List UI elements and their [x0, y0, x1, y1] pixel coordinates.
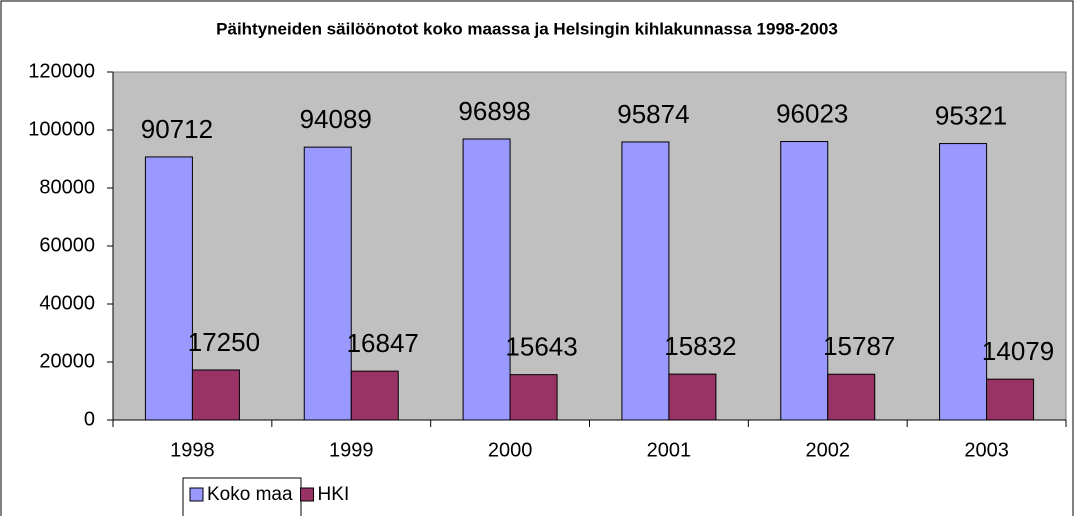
x-tick-label: 2002 [806, 439, 851, 461]
data-label: 14079 [982, 336, 1054, 366]
y-tick-label: 80000 [39, 176, 95, 198]
bar [350, 370, 399, 421]
data-label: 96898 [458, 96, 530, 126]
bar [621, 141, 670, 421]
chart-title: Päihtyneiden säilöönotot koko maassa ja … [216, 19, 838, 38]
y-tick-label: 0 [84, 408, 95, 430]
bar [509, 374, 558, 421]
data-label: 16847 [347, 328, 419, 358]
x-tick-label: 2001 [647, 439, 692, 461]
y-tick-label: 60000 [39, 234, 95, 256]
plot-area [112, 71, 1067, 421]
bar [780, 141, 829, 421]
data-label: 15832 [664, 331, 736, 361]
bar [462, 138, 511, 421]
data-label: 90712 [141, 114, 213, 144]
data-label: 17250 [188, 327, 260, 357]
bar [668, 373, 717, 421]
legend-label: HKI [318, 484, 350, 505]
bar [144, 156, 193, 421]
data-label: 15643 [505, 332, 577, 362]
data-label: 94089 [300, 104, 372, 134]
x-tick-label: 1998 [170, 439, 215, 461]
bar [303, 146, 352, 421]
x-tick-label: 1999 [329, 439, 374, 461]
bar [191, 369, 240, 421]
y-tick-label: 20000 [39, 350, 95, 372]
data-label: 95874 [617, 99, 689, 129]
data-label: 96023 [776, 98, 848, 128]
bar [827, 373, 876, 421]
y-tick-label: 120000 [28, 60, 95, 82]
y-tick-label: 40000 [39, 292, 95, 314]
data-label: 15787 [823, 331, 895, 361]
legend-swatch [189, 487, 204, 502]
data-label: 95321 [935, 100, 1007, 130]
x-tick-label: 2000 [488, 439, 533, 461]
legend-label: Koko maa [207, 484, 293, 505]
legend-swatch [300, 487, 315, 502]
y-tick-label: 100000 [28, 118, 95, 140]
x-tick-label: 2003 [964, 439, 1009, 461]
bar [986, 378, 1035, 421]
bar [939, 143, 988, 421]
